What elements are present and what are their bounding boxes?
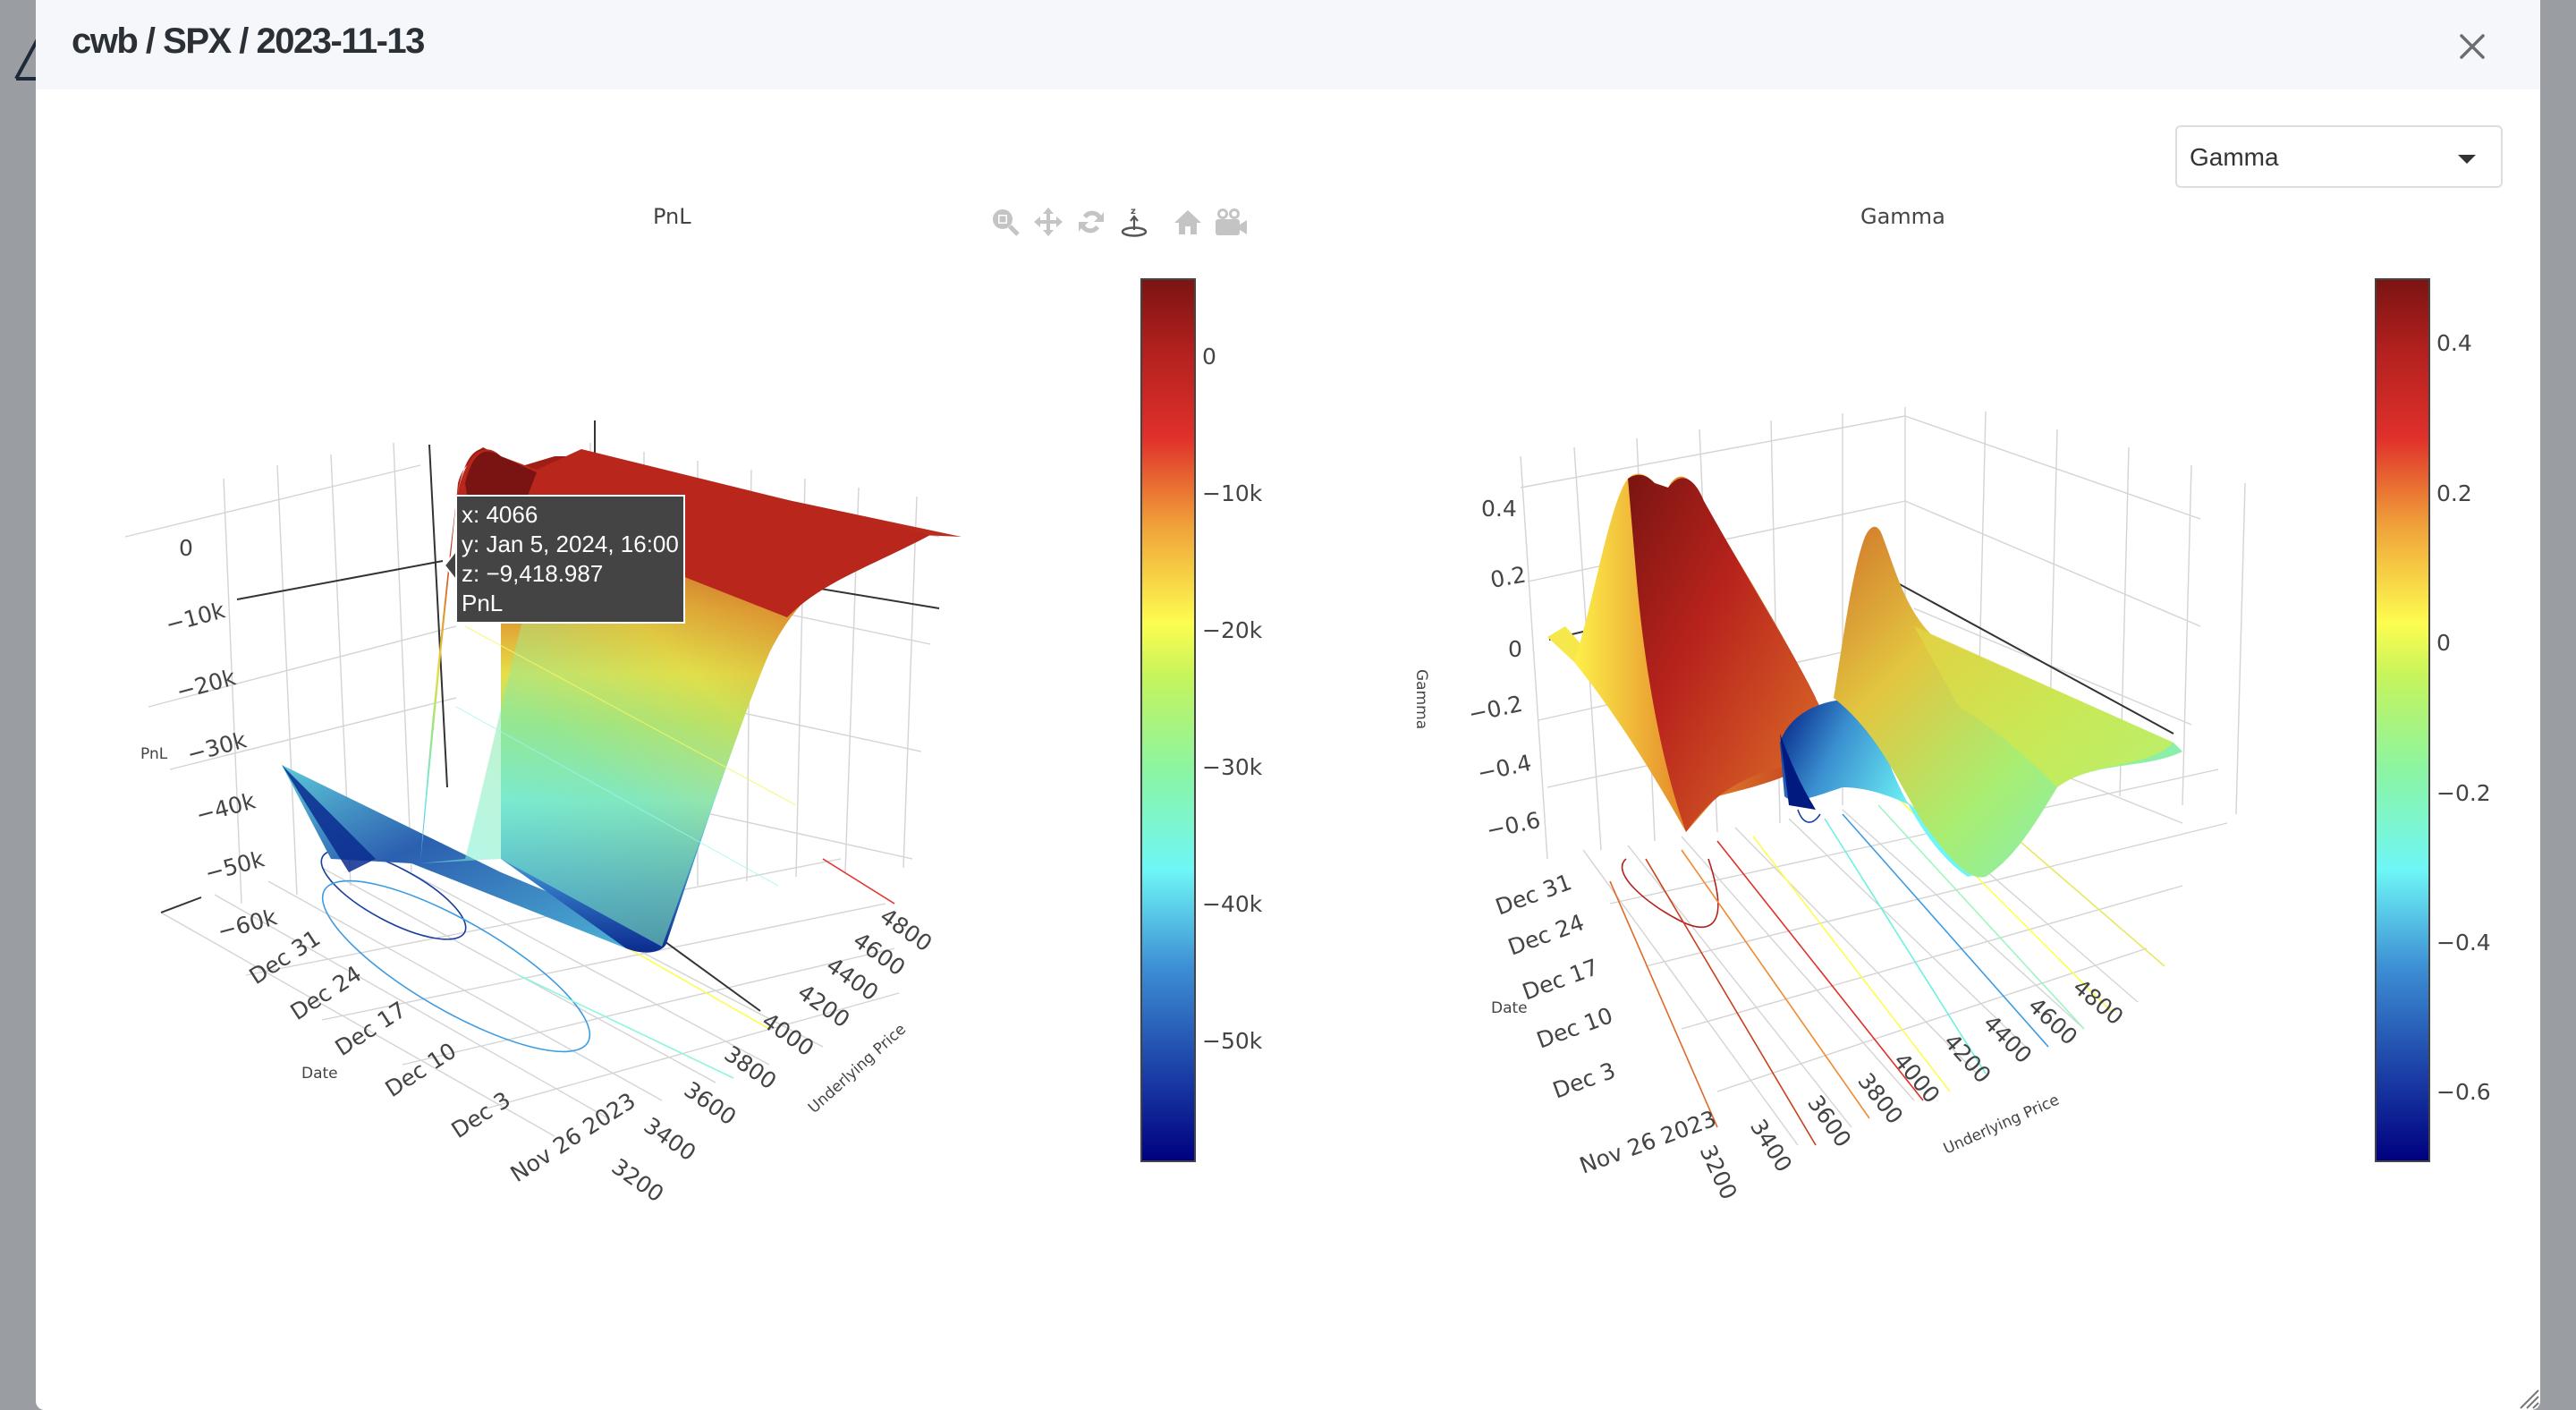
pnl-z-axis-title: PnL (140, 745, 168, 763)
gamma-colorbar-tick: 0.2 (2436, 480, 2472, 506)
tooltip-trace: PnL (462, 590, 504, 616)
greek-selector-value: Gamma (2190, 143, 2279, 171)
gamma-colorbar: 0.4 0.2 0 −0.2 −0.4 −0.6 (2375, 278, 2491, 1162)
pnl-z-tick: 0 (179, 535, 193, 561)
gamma-z-tick: −0.2 (1466, 691, 1524, 727)
modal-header: cwb / SPX / 2023-11-13 (36, 0, 2540, 89)
gamma-x-tick: 3400 (1745, 1115, 1797, 1176)
pnl-colorbar-tick: −20k (1202, 617, 1263, 643)
pnl-colorbar: 0 −10k −20k −30k −40k −50k (1140, 278, 1263, 1162)
tooltip-y: y: Jan 5, 2024, 16:00 (462, 531, 679, 557)
pnl-x-tick: 3600 (680, 1076, 741, 1130)
gamma-y-tick: Dec 10 (1533, 1002, 1616, 1053)
gamma-z-tick: −0.4 (1475, 750, 1533, 786)
pnl-colorbar-tick: −30k (1202, 754, 1263, 780)
gamma-z-tick: 0.4 (1481, 496, 1517, 522)
gamma-colorbar-tick: 0.4 (2436, 330, 2472, 356)
camera-icon[interactable] (1209, 204, 1252, 240)
close-icon[interactable] (2453, 27, 2492, 66)
plot-modebar: z (984, 204, 1252, 240)
hover-tooltip: x: 4066 y: Jan 5, 2024, 16:00 z: −9,418.… (455, 495, 685, 624)
chart-modal: cwb / SPX / 2023-11-13 Gamma PnL Gamma z (36, 0, 2540, 1410)
resize-handle-icon[interactable] (2517, 1387, 2540, 1410)
gamma-x-tick: 3600 (1802, 1091, 1856, 1152)
gamma-x-axis-title: Underlying Price (1941, 1091, 2062, 1159)
pnl-x-tick: 3800 (720, 1041, 782, 1094)
pnl-z-tick: −10k (163, 597, 228, 638)
gamma-z-tick: 0 (1508, 636, 1522, 662)
reset-camera-icon[interactable] (1166, 204, 1209, 240)
gamma-colorbar-tick: −0.2 (2436, 780, 2491, 806)
orbit-rotation-icon[interactable] (1070, 204, 1113, 240)
gamma-y-axis-title: Date (1491, 999, 1528, 1017)
tooltip-z: z: −9,418.987 (462, 560, 604, 587)
pnl-x-tick: 3200 (607, 1153, 669, 1207)
gamma-x-tick: 3200 (1695, 1141, 1742, 1203)
modal-title: cwb / SPX / 2023-11-13 (72, 21, 425, 61)
gamma-colorbar-tick: −0.6 (2436, 1079, 2491, 1105)
plots-canvas[interactable]: 0 −10k −20k −30k −40k −50k −60k PnL Dec … (36, 0, 2540, 1410)
gamma-y-tick: Dec 24 (1504, 909, 1588, 960)
gamma-y-tick: Dec 3 (1549, 1058, 1619, 1104)
gamma-x-tick: 4200 (1939, 1029, 1996, 1089)
svg-text:z: z (1131, 207, 1136, 217)
turntable-rotation-icon[interactable]: z (1113, 204, 1156, 240)
pnl-x-tick: 4000 (758, 1007, 819, 1061)
gamma-3d-scene[interactable]: 0.4 0.2 0 −0.2 −0.4 −0.6 Gamma Dec 31 De… (1412, 407, 2246, 1203)
pnl-colorbar-tick: 0 (1202, 344, 1216, 369)
caret-down-icon (2458, 155, 2476, 164)
tooltip-x: x: 4066 (462, 501, 538, 528)
pnl-x-axis-title: Underlying Price (805, 1021, 910, 1117)
gamma-y-tick: Nov 26 2023 (1576, 1106, 1719, 1179)
pnl-y-tick: Dec 17 (330, 997, 411, 1061)
tooltip-pointer (443, 548, 458, 582)
pnl-z-tick: −60k (215, 904, 280, 945)
pnl-colorbar-tick: −10k (1202, 480, 1263, 506)
pnl-y-axis-title: Date (301, 1065, 338, 1083)
pnl-z-tick: −50k (202, 845, 267, 887)
zoom-icon[interactable] (984, 204, 1027, 240)
pnl-y-tick: Dec 24 (285, 961, 366, 1025)
pnl-z-tick: −20k (174, 664, 239, 705)
gamma-z-tick: 0.2 (1488, 561, 1528, 592)
pnl-colorbar-tick: −50k (1202, 1028, 1263, 1054)
gamma-colorbar-tick: 0 (2436, 630, 2451, 656)
gamma-y-tick: Dec 31 (1492, 869, 1575, 920)
gamma-colorbar-tick: −0.4 (2436, 930, 2491, 956)
greek-selector[interactable]: Gamma (2175, 125, 2503, 188)
gamma-z-axis-title: Gamma (1412, 669, 1430, 729)
pnl-y-tick: Dec 10 (380, 1038, 461, 1102)
pnl-x-tick: 3400 (640, 1112, 701, 1166)
gamma-chart-title: Gamma (1860, 204, 1945, 229)
pnl-colorbar-tick: −40k (1202, 891, 1263, 917)
pnl-z-tick: −30k (184, 726, 250, 768)
gamma-y-tick: Dec 17 (1519, 954, 1602, 1005)
pnl-z-tick: −40k (193, 787, 258, 828)
pan-icon[interactable] (1027, 204, 1070, 240)
gamma-z-tick: −0.6 (1484, 807, 1542, 844)
warning-icon (14, 38, 39, 81)
pnl-chart-title: PnL (653, 204, 691, 229)
